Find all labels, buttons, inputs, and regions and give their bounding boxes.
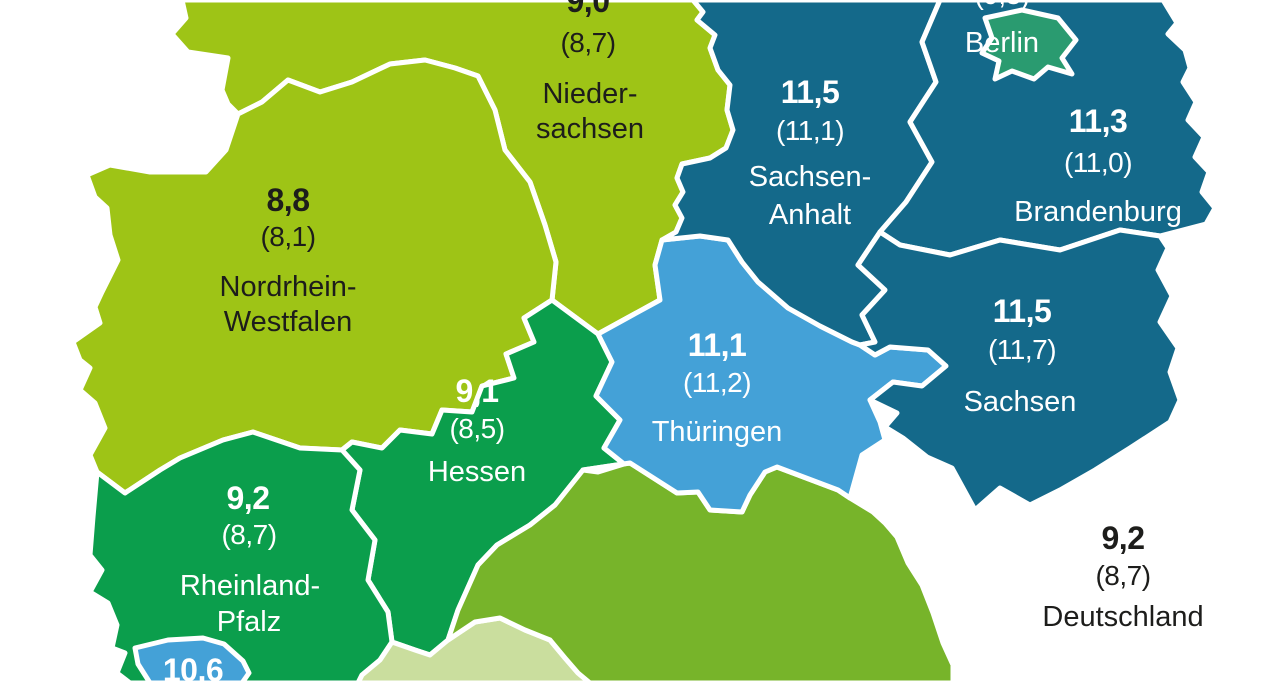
hessen-prev-label: (8,5) — [449, 413, 504, 444]
rheinland-pfalz-value-label: 9,2 — [227, 480, 270, 516]
rheinland-pfalz-name-line2: Pfalz — [217, 606, 281, 638]
niedersachsen-prev-label: (8,7) — [560, 27, 615, 58]
berlin-prev-label: (9,3) — [974, 0, 1029, 10]
nordrhein-westfalen-name-line1: Nordrhein- — [220, 271, 357, 303]
state-shape-rheinland-pfalz — [87, 429, 395, 683]
sachsen-anhalt-name-line1: Sachsen- — [749, 161, 872, 193]
niedersachsen-name-line2: sachsen — [536, 113, 644, 145]
deutschland-name-label: Deutschland — [1042, 601, 1203, 633]
rheinland-pfalz-prev-label: (8,7) — [221, 519, 276, 550]
state-shape-brandenburg — [877, 0, 1218, 258]
nordrhein-westfalen-prev-label: (8,1) — [260, 221, 315, 252]
deutschland-prev-label: (8,7) — [1095, 560, 1150, 591]
hessen-name-label: Hessen — [428, 456, 526, 488]
niedersachsen-name-line1: Nieder- — [542, 78, 637, 110]
niedersachsen-value-label: 9,0 — [567, 0, 610, 19]
country-summary: 9,2 (8,7) Deutschland — [1042, 520, 1203, 633]
thueringen-prev-label: (11,2) — [683, 367, 751, 398]
brandenburg-prev-label: (11,0) — [1064, 147, 1132, 178]
sachsen-anhalt-value-label: 11,5 — [781, 74, 840, 110]
sachsen-anhalt-name-line2: Anhalt — [769, 199, 851, 231]
nordrhein-westfalen-name-line2: Westfalen — [224, 306, 352, 338]
rheinland-pfalz-name-line1: Rheinland- — [180, 570, 320, 602]
thueringen-name-label: Thüringen — [652, 416, 783, 448]
sachsen-anhalt-prev-label: (11,1) — [776, 115, 844, 146]
berlin-name-label: Berlin — [965, 27, 1039, 59]
sachsen-prev-label: (11,7) — [988, 334, 1056, 365]
hessen-value-label: 9,1 — [456, 373, 499, 409]
brandenburg-name-label: Brandenburg — [1014, 196, 1182, 228]
nordrhein-westfalen-value-label: 8,8 — [267, 182, 310, 218]
state-shape-sachsen — [855, 227, 1183, 513]
state-shape-saarland — [132, 635, 252, 683]
deutschland-value-label: 9,2 — [1102, 520, 1145, 556]
brandenburg-value-label: 11,3 — [1069, 103, 1128, 139]
saarland-value-label: 10,6 — [163, 652, 223, 683]
thueringen-value-label: 11,1 — [688, 327, 747, 363]
state-shape-berlin — [979, 7, 1079, 82]
sachsen-value-label: 11,5 — [993, 293, 1052, 329]
sachsen-name-label: Sachsen — [964, 386, 1077, 418]
